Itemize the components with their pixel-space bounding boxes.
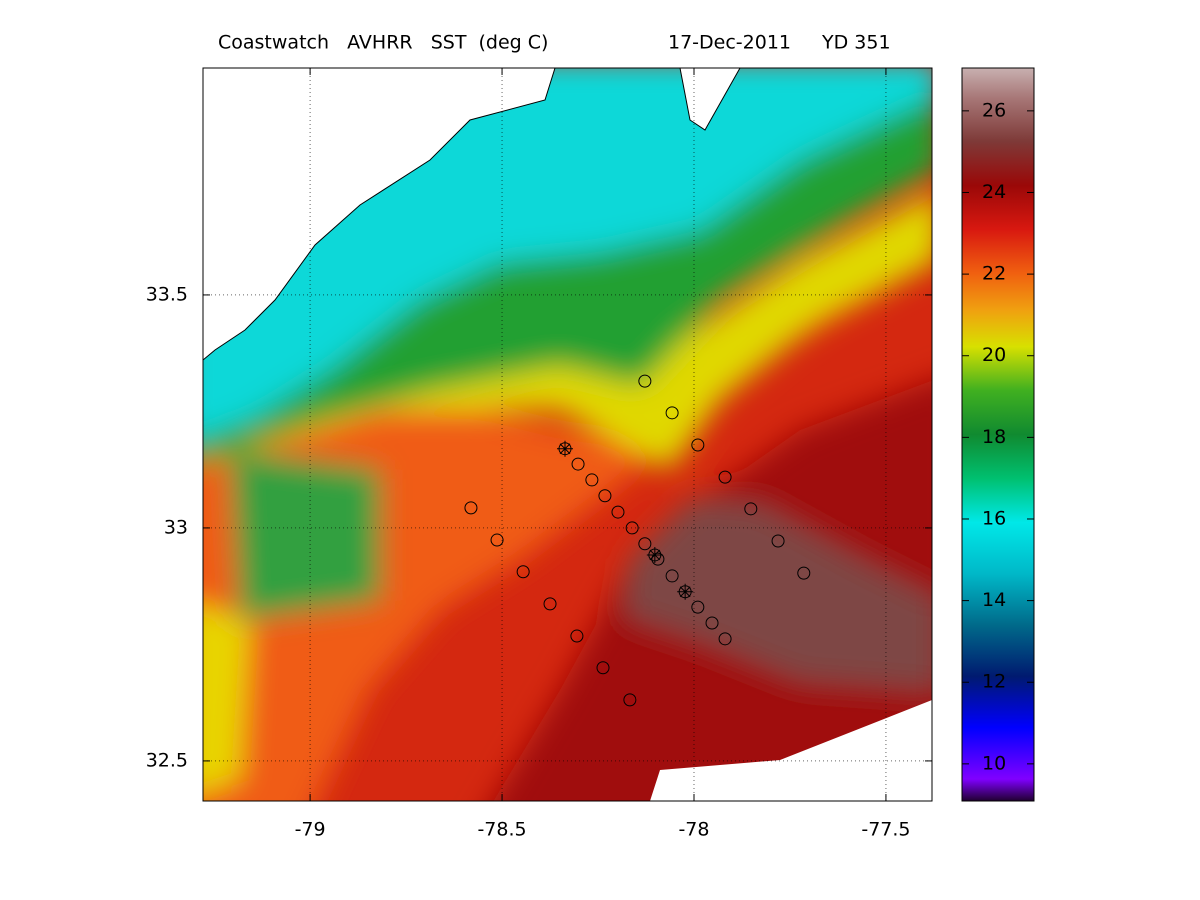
station (570, 629, 584, 643)
station (598, 489, 612, 503)
station (705, 616, 719, 630)
station (665, 569, 679, 583)
station (611, 505, 625, 519)
station (797, 566, 811, 580)
sst-field (203, 68, 932, 801)
marked-station (557, 440, 574, 457)
colorbar-tick-label: 14 (982, 589, 1006, 611)
x-tick-label: -78 (678, 819, 709, 841)
colorbar-tick-label: 22 (982, 263, 1006, 285)
colorbar-tick-label: 26 (982, 99, 1006, 121)
station (638, 537, 652, 551)
map-date: 17-Dec-2011 (668, 32, 791, 54)
station (596, 661, 610, 675)
station (665, 406, 679, 420)
station (490, 533, 504, 547)
map-yearday: YD 351 (821, 32, 891, 54)
map-title: Coastwatch AVHRR SST (deg C) (218, 32, 548, 54)
x-tick-label: -79 (295, 819, 326, 841)
colorbar-tick-label: 18 (982, 426, 1006, 448)
colorbar-tick-label: 20 (982, 344, 1006, 366)
y-tick-label: 33.5 (146, 283, 188, 305)
station (771, 534, 785, 548)
station (638, 374, 652, 388)
marked-station (677, 583, 694, 600)
station (464, 501, 478, 515)
colorbar-tick-label: 10 (982, 752, 1006, 774)
x-tick-label: -78.5 (477, 819, 526, 841)
station (571, 457, 585, 471)
y-tick-label: 33 (164, 516, 188, 538)
colorbar-tick-label: 12 (982, 671, 1006, 693)
colorbar (961, 67, 1035, 802)
station (691, 600, 705, 614)
station (691, 438, 705, 452)
station (585, 473, 599, 487)
station (718, 470, 732, 484)
station (543, 597, 557, 611)
station (651, 552, 665, 566)
y-tick-label: 32.5 (146, 749, 188, 771)
station (718, 632, 732, 646)
station (625, 521, 639, 535)
station (516, 565, 530, 579)
map-frame (202, 67, 933, 802)
marked-station (646, 546, 663, 563)
station (623, 693, 637, 707)
x-tick-label: -77.5 (861, 819, 910, 841)
station (744, 502, 758, 516)
colorbar-tick-label: 24 (982, 181, 1006, 203)
colorbar-tick-label: 16 (982, 507, 1006, 529)
